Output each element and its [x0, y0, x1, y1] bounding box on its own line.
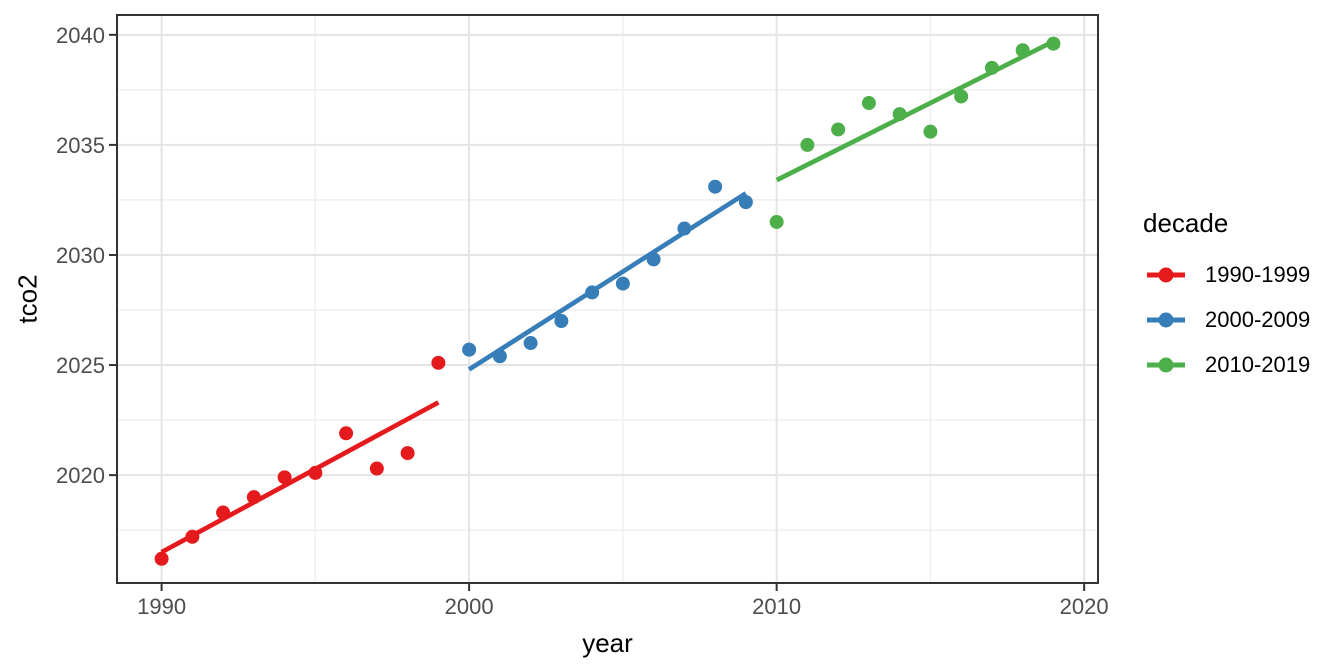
panel-border — [116, 14, 1099, 584]
x-axis-title: year — [582, 628, 633, 658]
y-tick-label: 2030 — [56, 243, 105, 268]
data-point — [369, 461, 384, 476]
legend-item: 2010-2019 — [1143, 352, 1310, 378]
data-point — [738, 195, 753, 210]
legend-key-icon — [1147, 312, 1185, 328]
data-point — [923, 124, 938, 139]
y-tick-label: 2020 — [56, 463, 105, 488]
x-tick-label: 2010 — [752, 594, 801, 619]
data-point — [769, 214, 784, 229]
data-point — [831, 122, 846, 137]
x-tick-label: 2020 — [1060, 594, 1109, 619]
legend-item-label: 2010-2019 — [1205, 352, 1311, 377]
legend-item-label: 1990-1999 — [1205, 262, 1311, 287]
x-tick-label: 1990 — [137, 594, 186, 619]
trend-line — [160, 400, 440, 555]
legend-item: 2000-2009 — [1143, 307, 1310, 333]
trend-line — [775, 39, 1055, 183]
legend-item-label: 2000-2009 — [1205, 307, 1311, 332]
y-tick-label: 2025 — [56, 353, 105, 378]
data-point — [861, 96, 876, 111]
x-tick-label: 2000 — [445, 594, 494, 619]
data-point — [400, 446, 415, 461]
legend-key-dot — [1158, 267, 1174, 283]
data-point — [800, 137, 815, 152]
data-point — [277, 470, 292, 485]
data-point — [339, 426, 354, 441]
legend: decade 1990-1999 2000-2009 2010-2019 — [1143, 208, 1310, 397]
data-point — [462, 342, 477, 357]
legend-item: 1990-1999 — [1143, 262, 1310, 288]
data-point — [708, 179, 723, 194]
legend-key-dot — [1158, 312, 1174, 328]
y-tick-label: 2040 — [56, 23, 105, 48]
legend-title: decade — [1143, 208, 1229, 238]
legend-key-icon — [1147, 267, 1185, 283]
data-point — [523, 336, 538, 351]
trend-line — [467, 191, 748, 372]
legend-key-icon — [1147, 357, 1185, 373]
data-point — [554, 314, 569, 329]
legend-key-dot — [1158, 357, 1174, 373]
y-axis-title: tco2 — [12, 274, 43, 324]
data-point — [154, 551, 169, 566]
data-point — [431, 355, 446, 370]
data-point — [615, 276, 630, 291]
y-tick-label: 2035 — [56, 133, 105, 158]
data-point — [954, 89, 969, 104]
